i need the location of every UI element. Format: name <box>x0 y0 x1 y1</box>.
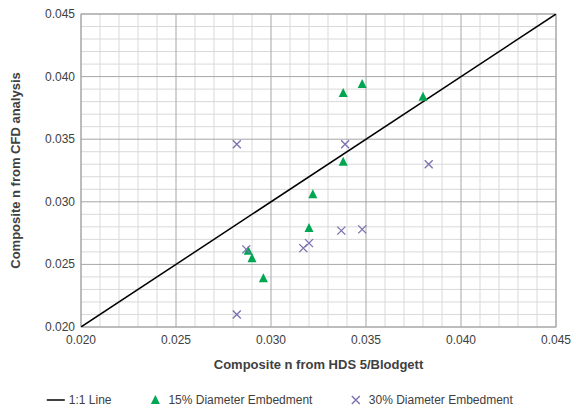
x-axis-title: Composite n from HDS 5/Blodgett <box>214 357 424 372</box>
line <box>81 14 556 327</box>
minor-grid-line <box>81 289 556 290</box>
point <box>358 79 367 88</box>
grid-line <box>81 264 556 265</box>
x-tick-label: 0.040 <box>446 333 476 347</box>
minor-grid-line <box>81 176 556 177</box>
minor-grid-line <box>195 14 196 327</box>
minor-grid-line <box>328 14 329 327</box>
minor-grid-line <box>385 14 386 327</box>
minor-grid-line <box>119 14 120 327</box>
legend-item: 15% Diameter Embedment <box>151 393 313 407</box>
minor-grid-line <box>81 151 556 152</box>
y-axis-title: Composite n from CFD analysis <box>8 72 23 268</box>
minor-grid-line <box>309 14 310 327</box>
grid-line <box>461 14 462 327</box>
background <box>0 0 576 419</box>
y-tick-label: 0.045 <box>45 7 75 21</box>
point <box>337 227 345 235</box>
point <box>248 253 257 262</box>
series <box>81 14 556 327</box>
chart: 0.020 0.025 0.030 0.035 0.040 0.045 0.020 0.025… <box>0 0 576 419</box>
minor-grid-line <box>252 14 253 327</box>
series <box>244 79 428 282</box>
minor-grid-line <box>442 14 443 327</box>
marks <box>81 14 556 327</box>
minor-grid-line <box>81 226 556 227</box>
minor-grid-line <box>81 189 556 190</box>
minor-grid-line <box>81 89 556 90</box>
legend-item: 30% Diameter Embedment <box>352 393 514 407</box>
minor-grid-line <box>81 301 556 302</box>
minor-grid-line <box>81 64 556 65</box>
minor-grid-line <box>157 14 158 327</box>
legend-swatch <box>352 396 360 404</box>
minor-grid-line <box>81 51 556 52</box>
point <box>242 245 250 253</box>
y-tick-label: 0.035 <box>45 132 75 146</box>
series <box>233 140 433 318</box>
minor-grid-line <box>81 214 556 215</box>
legend-label: 15% Diameter Embedment <box>168 393 313 407</box>
grid-line <box>271 14 272 327</box>
y-tick-label: 0.040 <box>45 70 75 84</box>
minor-grid-line <box>138 14 139 327</box>
y-tick-label: 0.030 <box>45 195 75 209</box>
legend-label: 1:1 Line <box>69 393 112 407</box>
minor-grid-line <box>347 14 348 327</box>
minor-grid-line <box>537 14 538 327</box>
minor-grid-line <box>81 114 556 115</box>
minor-grid-line <box>81 126 556 127</box>
tick-labels: 0.020 0.025 0.030 0.035 0.040 0.045 0.020 0.025… <box>45 7 571 347</box>
grid-line <box>81 76 556 77</box>
point <box>339 157 348 166</box>
y-tick-label: 0.025 <box>45 257 75 271</box>
minor-grid-line <box>233 14 234 327</box>
plot-frame <box>81 14 556 327</box>
minor-grid-line <box>81 39 556 40</box>
x-tick-label: 0.025 <box>161 333 191 347</box>
minor-grid-line <box>81 164 556 165</box>
point <box>305 223 314 232</box>
legend-swatch <box>47 399 65 401</box>
point <box>308 189 317 198</box>
point <box>419 92 428 101</box>
minor-grid-line <box>499 14 500 327</box>
grid-line <box>81 201 556 202</box>
minor-grid-line <box>423 14 424 327</box>
point <box>339 88 348 97</box>
legend: 1:1 Line 15% Diameter Embedment 30% Diamet… <box>47 393 514 407</box>
grid-line <box>81 139 556 140</box>
legend-item: 1:1 Line <box>47 393 112 407</box>
x-tick-label: 0.020 <box>66 333 96 347</box>
minor-grid-line <box>290 14 291 327</box>
minor-grid-line <box>81 26 556 27</box>
minor-grid-line <box>214 14 215 327</box>
grid-line <box>366 14 367 327</box>
point <box>341 140 349 148</box>
point <box>358 225 366 233</box>
x-tick-label: 0.030 <box>256 333 286 347</box>
minor-grid-line <box>81 239 556 240</box>
point <box>305 239 313 247</box>
x-tick-label: 0.035 <box>351 333 381 347</box>
point <box>233 310 241 318</box>
grid-line <box>176 14 177 327</box>
grid <box>81 14 556 327</box>
minor-grid-line <box>81 276 556 277</box>
minor-grid-line <box>404 14 405 327</box>
minor-grid-line <box>100 14 101 327</box>
y-tick-label: 0.020 <box>45 320 75 334</box>
minor-grid-line <box>81 101 556 102</box>
minor-grid-line <box>81 314 556 315</box>
minor-grid-line <box>81 251 556 252</box>
legend-swatch <box>151 395 160 404</box>
minor-grid-line <box>518 14 519 327</box>
point <box>259 273 268 282</box>
x-tick-label: 0.045 <box>541 333 571 347</box>
point <box>233 140 241 148</box>
legend-label: 30% Diameter Embedment <box>369 393 514 407</box>
point <box>425 160 433 168</box>
minor-grid-line <box>480 14 481 327</box>
